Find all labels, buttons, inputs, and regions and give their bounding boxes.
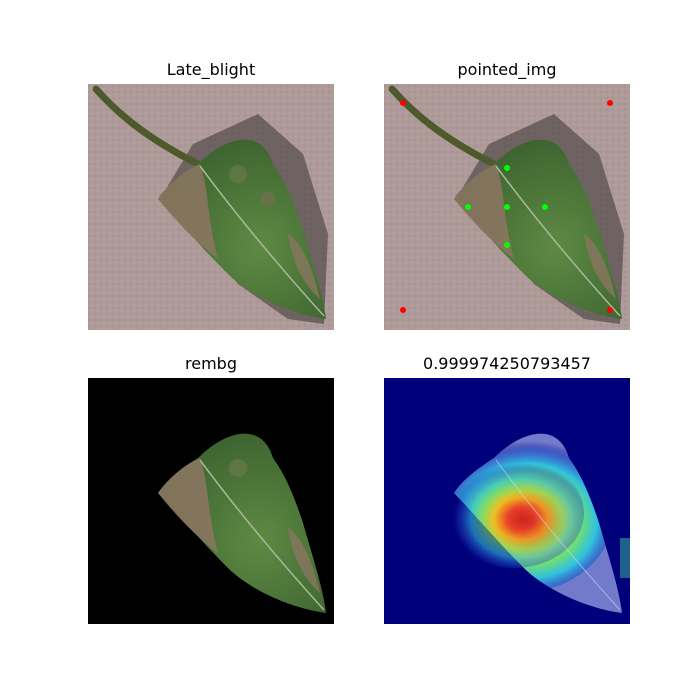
foreground-point: [504, 242, 510, 248]
panel-title-rembg: rembg: [185, 354, 237, 373]
foreground-point: [504, 165, 510, 171]
heatmap-image: [384, 378, 630, 624]
late-blight-image: [88, 84, 334, 330]
foreground-point: [465, 204, 471, 210]
pointed-image: [384, 84, 630, 330]
panel-title-score: 0.999974250793457: [423, 354, 591, 373]
background-point: [607, 100, 613, 106]
rembg-image: [88, 378, 334, 624]
background-point: [607, 307, 613, 313]
panel-title-pointed-img: pointed_img: [457, 60, 557, 79]
foreground-point: [504, 204, 510, 210]
background-point: [400, 100, 406, 106]
background-point: [400, 307, 406, 313]
panel-title-late-blight: Late_blight: [166, 60, 256, 79]
foreground-point: [542, 204, 548, 210]
